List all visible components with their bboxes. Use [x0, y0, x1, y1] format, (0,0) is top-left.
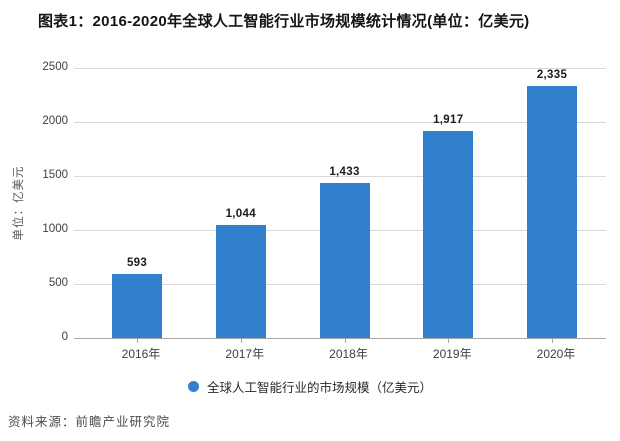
gridline-2500: [74, 68, 606, 69]
y-tick-label-0: 0: [61, 331, 68, 343]
x-tick-label-2018年: 2018年: [329, 347, 368, 361]
x-tick-label-2017年: 2017年: [225, 347, 265, 361]
value-label-2020年: 2,335: [536, 68, 568, 81]
bar-2017年: [215, 225, 266, 338]
bar-2018年: [319, 183, 370, 338]
gridline-2000: [74, 122, 606, 123]
value-label-2019年: 1,917: [433, 113, 464, 126]
x-axis-tick-2018年: [344, 339, 346, 343]
legend-marker-icon: [187, 381, 199, 392]
x-axis-tick-2020年: [552, 339, 553, 343]
x-tick-label-2020年: 2020年: [536, 347, 576, 361]
x-axis-tick-2017年: [240, 339, 242, 343]
x-axis-tick-2019年: [448, 339, 450, 343]
bar-2020年: [527, 85, 577, 338]
legend-label: 全球人工智能行业的市场规模（亿美元）: [206, 381, 432, 395]
x-tick-label-2016年: 2016年: [121, 347, 161, 361]
figure-title: 图表1：2016-2020年全球人工智能行业市场规模统计情况(单位：亿美元): [38, 13, 530, 30]
value-label-2016年: 593: [126, 256, 148, 269]
x-tick-label-2019年: 2019年: [432, 347, 472, 361]
gridline-1500: [74, 176, 606, 177]
bar-2019年: [423, 130, 474, 338]
legend: 全球人工智能行业的市场规模（亿美元）: [0, 377, 620, 396]
source-text: 资料来源：前瞻产业研究院: [8, 415, 171, 429]
y-tick-label-1000: 1000: [42, 223, 68, 235]
x-axis-tick-2016年: [137, 339, 138, 343]
y-tick-label-2500: 2500: [42, 61, 68, 73]
value-label-2017年: 1,044: [225, 208, 256, 221]
value-label-2018年: 1,433: [329, 166, 360, 179]
plot-area: 593 1,044 1,433 1,917 2,335: [74, 68, 606, 343]
y-tick-label-1500: 1500: [42, 169, 68, 181]
y-axis-title: 单位：亿美元: [13, 165, 25, 241]
y-tick-label-2000: 2000: [42, 115, 68, 127]
bar-2016年: [112, 273, 162, 338]
y-tick-label-500: 500: [48, 277, 68, 289]
